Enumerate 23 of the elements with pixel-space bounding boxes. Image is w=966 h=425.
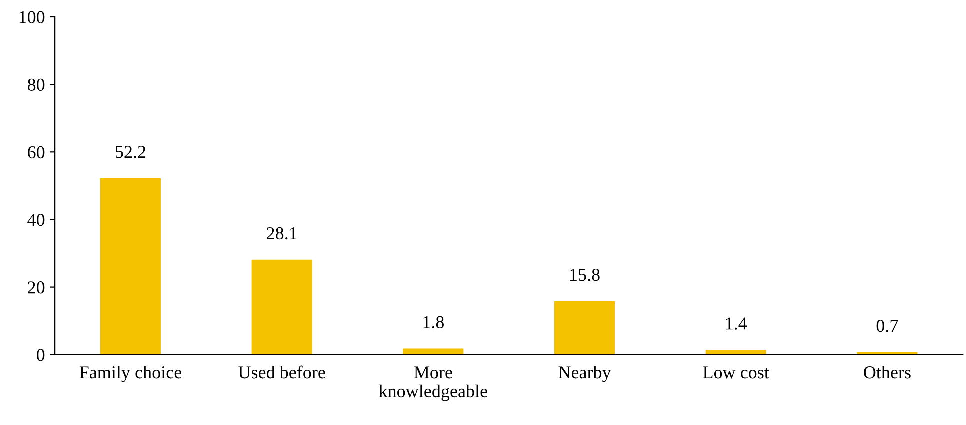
y-tick-label: 40 <box>28 214 45 226</box>
bar <box>554 301 616 355</box>
data-label: 52.2 <box>116 146 146 158</box>
bar <box>403 348 464 355</box>
data-label: 0.7 <box>876 320 898 332</box>
x-tick-label: Used before <box>238 366 326 379</box>
x-tick-label: Nearby <box>558 366 612 382</box>
x-tick-label: Family choice <box>80 366 182 382</box>
data-label: 1.8 <box>424 316 444 329</box>
y-tick-label: 0 <box>37 349 45 362</box>
bar <box>252 260 312 355</box>
data-label: 28.1 <box>267 227 297 240</box>
bar <box>100 178 161 355</box>
x-tick-label: Others <box>864 366 911 379</box>
bar <box>706 350 766 355</box>
data-label: 15.8 <box>570 268 600 282</box>
y-tick-label: 100 <box>20 11 45 24</box>
x-tick-label: More knowledgeable <box>379 366 488 402</box>
y-tick-label: 80 <box>28 78 45 92</box>
y-tick-label: 60 <box>28 146 45 159</box>
data-label: 1.4 <box>726 318 748 330</box>
y-tick-label: 20 <box>28 282 45 294</box>
x-tick-label: Low cost <box>703 366 770 379</box>
